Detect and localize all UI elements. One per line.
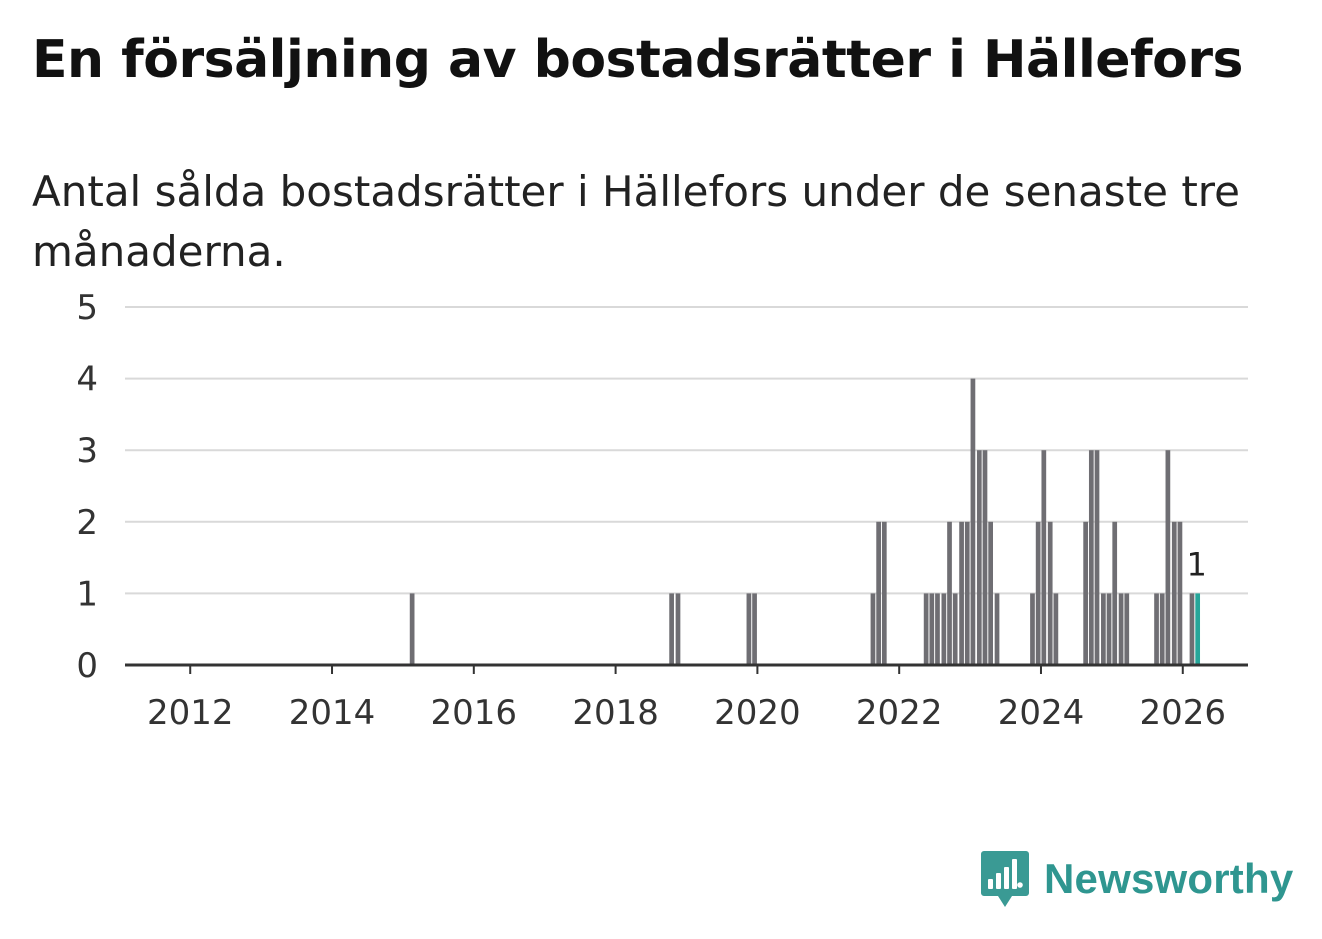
bar-24 [1047,521,1053,665]
bar-23 [1041,450,1047,665]
bar-15 [964,521,970,665]
bar-0 [409,593,415,665]
bar-3 [746,593,752,665]
x-tick-label-2026: 2026 [1140,693,1227,733]
bar-7 [881,521,887,665]
y-tick-label-0: 0 [76,646,98,686]
y-tick-label-5: 5 [76,288,98,328]
x-tick-label-2014: 2014 [289,693,376,733]
bars [409,378,1201,665]
bar-38 [1177,521,1183,665]
bar-5 [870,593,876,665]
bar-16 [970,378,976,665]
bar-18 [982,450,988,665]
bar-6 [876,521,881,665]
bar-32 [1118,593,1124,665]
x-tick-label-2020: 2020 [714,693,801,733]
bar-21 [1030,593,1035,665]
bar-31 [1112,521,1118,665]
bar-1 [669,593,674,665]
highlight-bar [1195,593,1201,665]
brand-name: Newsworthy [1044,855,1294,902]
bar-8 [923,593,929,665]
bar-4 [752,593,757,665]
bar-13 [952,593,958,665]
x-tick-label-2024: 2024 [998,693,1085,733]
bar-20 [994,593,1000,665]
newsworthy-brand: Newsworthy [980,848,1293,910]
y-tick-label-4: 4 [76,360,98,400]
x-tick-label-2018: 2018 [572,693,659,733]
bar-28 [1094,450,1100,665]
y-tick-label-2: 2 [76,503,98,543]
bar-12 [947,521,952,665]
bar-29 [1101,593,1106,665]
bar-25 [1053,593,1059,665]
bar-2 [675,593,681,665]
x-tick-label-2016: 2016 [431,693,518,733]
bar-34 [1154,593,1159,665]
bar-17 [976,450,982,665]
y-tick-label-3: 3 [76,431,98,471]
gridlines [125,306,1248,595]
chart-subtitle: Antal sålda bostadsrätter i Hällefors un… [32,167,1240,276]
bar-22 [1035,521,1041,665]
bar-11 [941,593,947,665]
labels: 0 1 2 3 4 5 1 2012 2014 2016 2018 2020 2022 2024 2026 [76,288,1226,733]
x-tick-label-2022: 2022 [856,693,943,733]
bar-37 [1171,521,1177,665]
bar-9 [929,593,935,665]
bar-36 [1165,450,1171,665]
bar-19 [988,521,993,665]
bar-10 [935,593,940,665]
bar-39 [1189,593,1195,665]
newsworthy-logo-icon [981,851,1029,907]
bar-14 [959,521,964,665]
bar-26 [1083,521,1088,665]
bar-30 [1106,593,1112,665]
axes [125,663,1248,674]
bar-27 [1088,450,1094,665]
x-tick-label-2012: 2012 [147,693,234,733]
bar-33 [1124,593,1130,665]
bar-35 [1159,593,1165,665]
y-tick-label-1: 1 [76,574,98,614]
chart-title: En försäljning av bostadsrätter i Hällef… [32,30,1244,90]
highlight-value-label: 1 [1186,545,1206,583]
